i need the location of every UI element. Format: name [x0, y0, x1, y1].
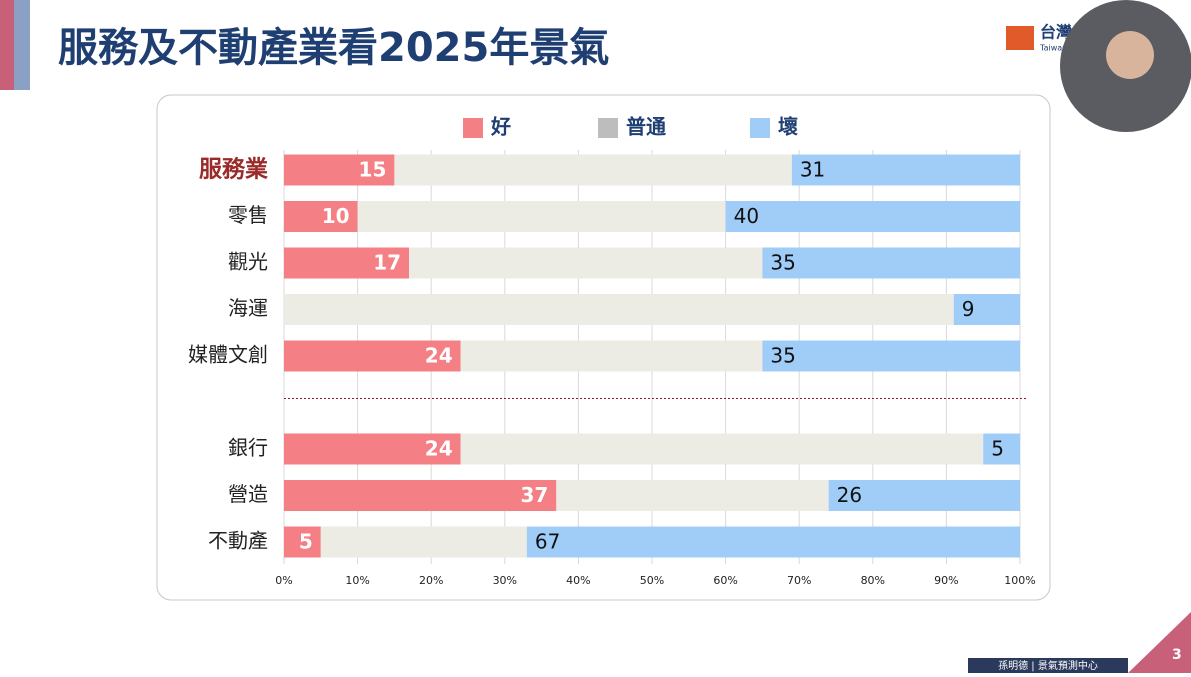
category-label: 觀光 — [228, 250, 268, 274]
legend-label: 好 — [490, 115, 511, 139]
data-label: 40 — [734, 204, 759, 228]
bar-segment — [556, 480, 829, 511]
x-tick-label: 40% — [566, 574, 590, 587]
data-label: 24 — [425, 437, 453, 461]
x-tick-label: 100% — [1004, 574, 1035, 587]
bar-segment — [762, 340, 1020, 372]
bar-segment — [284, 154, 395, 186]
bar-segment — [953, 294, 1020, 325]
data-label: 35 — [770, 251, 795, 275]
bar-segment — [762, 247, 1020, 279]
bar-segment — [357, 201, 726, 232]
bar-segment — [320, 526, 527, 558]
logo-text: 台灣 — [1040, 23, 1072, 42]
accent-bar — [14, 0, 30, 90]
slide-title: 服務及不動產業看2025年景氣 — [58, 25, 609, 71]
footer-bar — [968, 658, 1128, 673]
data-label: 5 — [299, 530, 313, 554]
data-label: 17 — [373, 251, 401, 275]
bar-segment — [284, 340, 461, 372]
data-label: 24 — [425, 344, 453, 368]
bar-segment — [526, 526, 1020, 558]
x-tick-label: 80% — [861, 574, 885, 587]
legend-label: 壞 — [778, 115, 798, 139]
bar-segment — [725, 201, 1020, 232]
data-label: 9 — [962, 297, 975, 321]
data-label: 26 — [837, 483, 862, 507]
bar-segment — [409, 247, 763, 279]
legend-swatch — [750, 118, 770, 138]
footer-text: 孫明德 | 景氣預測中心 — [998, 659, 1098, 672]
category-label: 媒體文創 — [188, 343, 268, 367]
bar-segment — [791, 154, 1020, 186]
bar-segment — [828, 480, 1020, 511]
data-label: 37 — [520, 483, 548, 507]
logo-sub: Taiwan — [1039, 44, 1067, 53]
bar-segment — [284, 526, 321, 558]
legend-label: 普通 — [626, 115, 666, 139]
data-label: 31 — [800, 158, 825, 182]
data-label: 67 — [535, 530, 560, 554]
category-label: 海運 — [228, 296, 268, 320]
category-label: 銀行 — [228, 436, 268, 460]
category-label: 零售 — [228, 203, 268, 227]
page-number: 3 — [1172, 647, 1182, 663]
category-label: 營造 — [228, 482, 268, 506]
bar-segment — [284, 433, 461, 465]
x-tick-label: 70% — [787, 574, 811, 587]
bar-segment — [284, 294, 954, 325]
x-tick-label: 50% — [640, 574, 664, 587]
data-label: 10 — [322, 204, 350, 228]
chart: 0% 10% 20% 30% 40% 50% 60% 70% 80% 90% 100% 好 普通 壞服務業… — [188, 115, 1036, 588]
webcam-face — [1106, 31, 1154, 79]
x-tick-label: 20% — [419, 574, 443, 587]
bar-segment — [284, 247, 410, 279]
x-tick-label: 0% — [275, 574, 292, 587]
bar-segment — [394, 154, 792, 186]
accent-bar — [0, 0, 14, 90]
x-tick-label: 30% — [493, 574, 517, 587]
category-label: 不動產 — [208, 529, 268, 553]
x-tick-label: 90% — [934, 574, 958, 587]
data-label: 35 — [770, 344, 795, 368]
legend-swatch — [463, 118, 483, 138]
data-label: 5 — [991, 437, 1004, 461]
x-tick-label: 60% — [713, 574, 737, 587]
legend-swatch — [598, 118, 618, 138]
page-corner — [1128, 612, 1191, 673]
data-label: 15 — [359, 158, 387, 182]
bar-segment — [460, 340, 763, 372]
bar-segment — [284, 480, 557, 511]
category-label: 服務業 — [199, 156, 269, 183]
logo-icon — [1006, 26, 1034, 50]
bar-segment — [460, 433, 984, 465]
bar-segment — [284, 201, 358, 232]
x-tick-label: 10% — [345, 574, 369, 587]
bar-segment — [983, 433, 1020, 465]
